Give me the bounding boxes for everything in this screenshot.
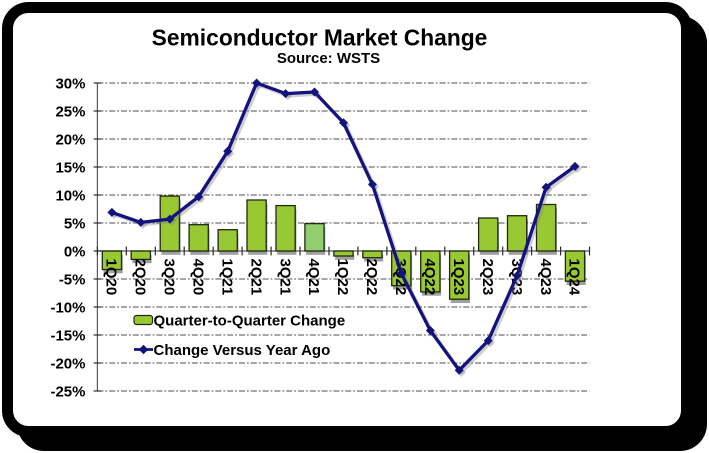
svg-text:15%: 15%	[55, 159, 85, 176]
svg-text:2Q20: 2Q20	[132, 259, 149, 296]
svg-text:1Q24: 1Q24	[566, 259, 583, 296]
svg-text:1Q22: 1Q22	[334, 259, 351, 296]
svg-text:4Q20: 4Q20	[189, 259, 206, 296]
svg-text:-15%: -15%	[50, 327, 85, 344]
svg-text:-25%: -25%	[50, 383, 85, 400]
svg-text:Semiconductor Market Change: Semiconductor Market Change	[152, 25, 488, 51]
svg-text:4Q21: 4Q21	[305, 259, 322, 296]
svg-text:-20%: -20%	[50, 355, 85, 372]
svg-text:Quarter-to-Quarter Change: Quarter-to-Quarter Change	[154, 313, 346, 330]
svg-text:3Q20: 3Q20	[161, 259, 178, 296]
svg-text:20%: 20%	[55, 131, 85, 148]
svg-text:1Q21: 1Q21	[218, 259, 235, 296]
svg-text:1Q20: 1Q20	[103, 259, 120, 296]
svg-text:2Q23: 2Q23	[479, 259, 496, 296]
svg-text:5%: 5%	[64, 215, 86, 232]
svg-text:4Q23: 4Q23	[537, 259, 554, 296]
svg-text:25%: 25%	[55, 103, 85, 120]
svg-text:30%: 30%	[55, 75, 85, 92]
svg-text:-10%: -10%	[50, 299, 85, 316]
svg-text:1Q23: 1Q23	[450, 259, 467, 296]
svg-text:Source: WSTS: Source: WSTS	[277, 50, 380, 67]
svg-text:-5%: -5%	[59, 271, 86, 288]
svg-text:2Q22: 2Q22	[363, 259, 380, 296]
svg-text:3Q21: 3Q21	[276, 259, 293, 296]
svg-text:2Q21: 2Q21	[247, 259, 264, 296]
svg-text:0%: 0%	[64, 243, 86, 260]
svg-text:4Q22: 4Q22	[421, 259, 438, 296]
svg-text:10%: 10%	[55, 187, 85, 204]
svg-text:Change Versus Year Ago: Change Versus Year Ago	[154, 342, 331, 359]
